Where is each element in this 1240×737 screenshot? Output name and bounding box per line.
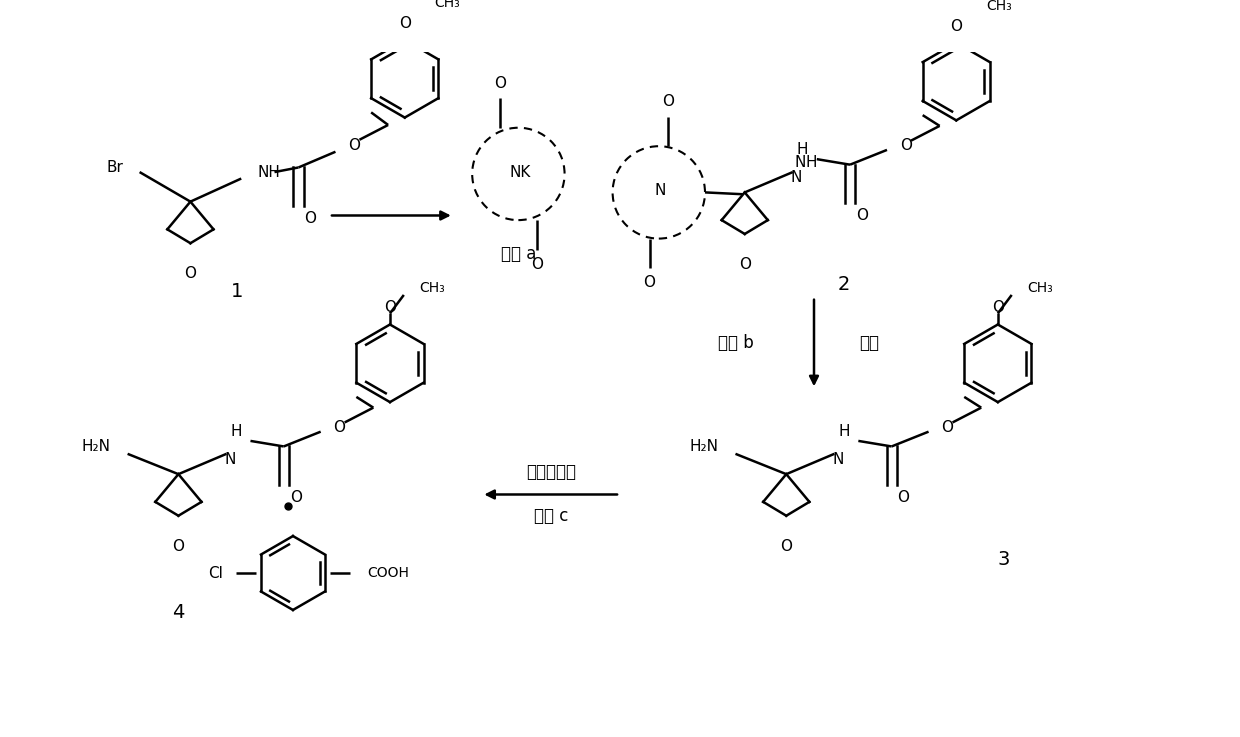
Text: Br: Br <box>107 160 123 175</box>
Text: N: N <box>655 183 666 198</box>
Text: H₂N: H₂N <box>689 439 719 454</box>
Text: Cl: Cl <box>208 565 223 581</box>
Text: O: O <box>494 76 506 91</box>
Text: O: O <box>531 257 543 272</box>
Text: O: O <box>898 490 910 505</box>
Text: O: O <box>384 301 396 315</box>
Text: O: O <box>856 208 868 223</box>
Text: 1: 1 <box>231 282 243 301</box>
Text: N: N <box>832 452 844 467</box>
Text: O: O <box>950 18 962 34</box>
Text: CH₃: CH₃ <box>1028 281 1053 295</box>
Text: 步骤 b: 步骤 b <box>718 334 754 352</box>
Text: H: H <box>231 424 242 439</box>
Text: 4: 4 <box>172 604 185 622</box>
Text: O: O <box>739 257 750 272</box>
Text: O: O <box>290 490 301 505</box>
Text: H: H <box>796 142 808 157</box>
Text: N: N <box>224 452 236 467</box>
Text: CH₃: CH₃ <box>434 0 460 10</box>
Text: 对氯苯甲酸: 对氯苯甲酸 <box>526 464 575 481</box>
Text: N: N <box>791 170 802 185</box>
Text: NH: NH <box>258 164 280 180</box>
Text: O: O <box>662 94 675 109</box>
Text: O: O <box>305 211 316 226</box>
Text: O: O <box>348 138 361 153</box>
Text: CH₃: CH₃ <box>419 281 445 295</box>
Text: O: O <box>900 138 911 153</box>
Text: O: O <box>185 266 196 282</box>
Text: O: O <box>172 539 185 553</box>
Text: 伯胺: 伯胺 <box>859 334 879 352</box>
Text: COOH: COOH <box>367 566 409 580</box>
Text: H₂N: H₂N <box>82 439 110 454</box>
Text: O: O <box>992 301 1004 315</box>
Text: O: O <box>399 15 410 31</box>
Text: N: N <box>795 156 806 170</box>
Text: NK: NK <box>510 164 531 180</box>
Text: CH₃: CH₃ <box>986 0 1012 13</box>
Text: O: O <box>941 419 954 435</box>
Text: 步骤 c: 步骤 c <box>533 507 568 525</box>
Text: O: O <box>334 419 346 435</box>
Text: H: H <box>838 424 849 439</box>
Text: H: H <box>806 156 817 170</box>
Text: O: O <box>780 539 792 553</box>
Text: 3: 3 <box>997 550 1009 569</box>
Text: O: O <box>644 276 656 290</box>
Text: 2: 2 <box>837 276 849 294</box>
Text: 步骤 a: 步骤 a <box>501 245 536 263</box>
